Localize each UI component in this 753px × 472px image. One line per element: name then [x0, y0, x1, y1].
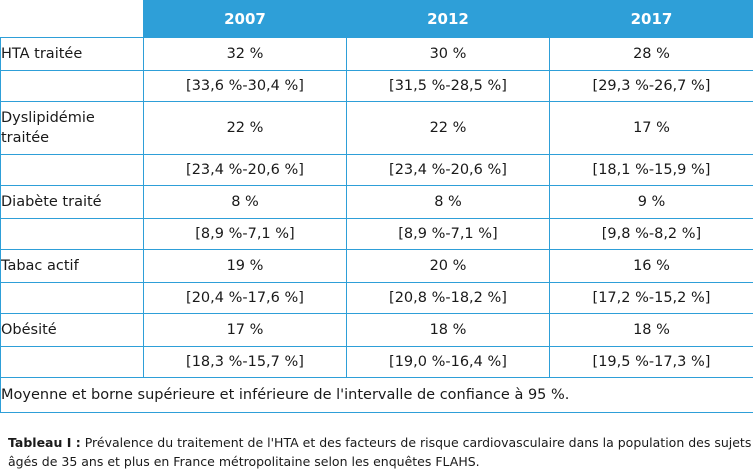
table-row: HTA traitée 32 % 30 % 28 % [0, 37, 753, 71]
ci-cell: [18,1 %-15,9 %] [549, 154, 753, 186]
ci-cell: [19,0 %-16,4 %] [346, 346, 550, 378]
table-row: Diabète traité 8 % 8 % 9 % [0, 185, 753, 219]
value-cell: 8 % [143, 185, 347, 219]
value-cell: 20 % [346, 249, 550, 283]
row-label: Tabac actif [0, 249, 144, 283]
ci-cell: [20,8 %-18,2 %] [346, 282, 550, 314]
empty-cell [0, 154, 144, 186]
table-row: Dyslipidémie traitée 22 % 22 % 17 % [0, 101, 753, 155]
value-cell: 28 % [549, 37, 753, 71]
row-label: HTA traitée [0, 37, 144, 71]
ci-cell: [23,4 %-20,6 %] [143, 154, 347, 186]
value-cell: 18 % [346, 313, 550, 347]
ci-cell: [31,5 %-28,5 %] [346, 70, 550, 102]
value-cell: 16 % [549, 249, 753, 283]
table-row: Tabac actif 19 % 20 % 16 % [0, 249, 753, 283]
ci-cell: [8,9 %-7,1 %] [143, 218, 347, 250]
ci-cell: [17,2 %-15,2 %] [549, 282, 753, 314]
table-row: Obésité 17 % 18 % 18 % [0, 313, 753, 347]
ci-cell: [8,9 %-7,1 %] [346, 218, 550, 250]
ci-row: [18,3 %-15,7 %] [19,0 %-16,4 %] [19,5 %-… [0, 346, 753, 378]
ci-cell: [23,4 %-20,6 %] [346, 154, 550, 186]
header-year-2007: 2007 [143, 0, 347, 38]
table-caption: Tableau I : Prévalence du traitement de … [8, 433, 753, 471]
row-label: Diabète traité [0, 185, 144, 219]
caption-label: Tableau I : [8, 435, 81, 450]
footnote-row: Moyenne et borne supérieure et inférieur… [0, 377, 753, 413]
ci-row: [23,4 %-20,6 %] [23,4 %-20,6 %] [18,1 %-… [0, 154, 753, 186]
value-cell: 19 % [143, 249, 347, 283]
ci-cell: [18,3 %-15,7 %] [143, 346, 347, 378]
header-blank-cell [0, 0, 144, 38]
value-cell: 30 % [346, 37, 550, 71]
value-cell: 17 % [549, 101, 753, 155]
table-footnote: Moyenne et borne supérieure et inférieur… [0, 377, 753, 413]
header-year-2017: 2017 [549, 0, 753, 38]
value-cell: 8 % [346, 185, 550, 219]
ci-row: [33,6 %-30,4 %] [31,5 %-28,5 %] [29,3 %-… [0, 70, 753, 102]
ci-cell: [20,4 %-17,6 %] [143, 282, 347, 314]
ci-row: [20,4 %-17,6 %] [20,8 %-18,2 %] [17,2 %-… [0, 282, 753, 314]
ci-cell: [29,3 %-26,7 %] [549, 70, 753, 102]
value-cell: 18 % [549, 313, 753, 347]
ci-cell: [9,8 %-8,2 %] [549, 218, 753, 250]
value-cell: 32 % [143, 37, 347, 71]
ci-cell: [19,5 %-17,3 %] [549, 346, 753, 378]
empty-cell [0, 282, 144, 314]
row-label: Dyslipidémie traitée [0, 101, 144, 155]
ci-row: [8,9 %-7,1 %] [8,9 %-7,1 %] [9,8 %-8,2 %… [0, 218, 753, 250]
header-year-2012: 2012 [346, 0, 550, 38]
header-row: 2007 2012 2017 [0, 0, 753, 38]
prevalence-table: 2007 2012 2017 HTA traitée 32 % 30 % 28 … [0, 0, 753, 413]
empty-cell [0, 218, 144, 250]
value-cell: 22 % [143, 101, 347, 155]
empty-cell [0, 70, 144, 102]
row-label: Obésité [0, 313, 144, 347]
ci-cell: [33,6 %-30,4 %] [143, 70, 347, 102]
empty-cell [0, 346, 144, 378]
value-cell: 9 % [549, 185, 753, 219]
caption-text: Prévalence du traitement de l'HTA et des… [8, 435, 752, 469]
value-cell: 17 % [143, 313, 347, 347]
value-cell: 22 % [346, 101, 550, 155]
